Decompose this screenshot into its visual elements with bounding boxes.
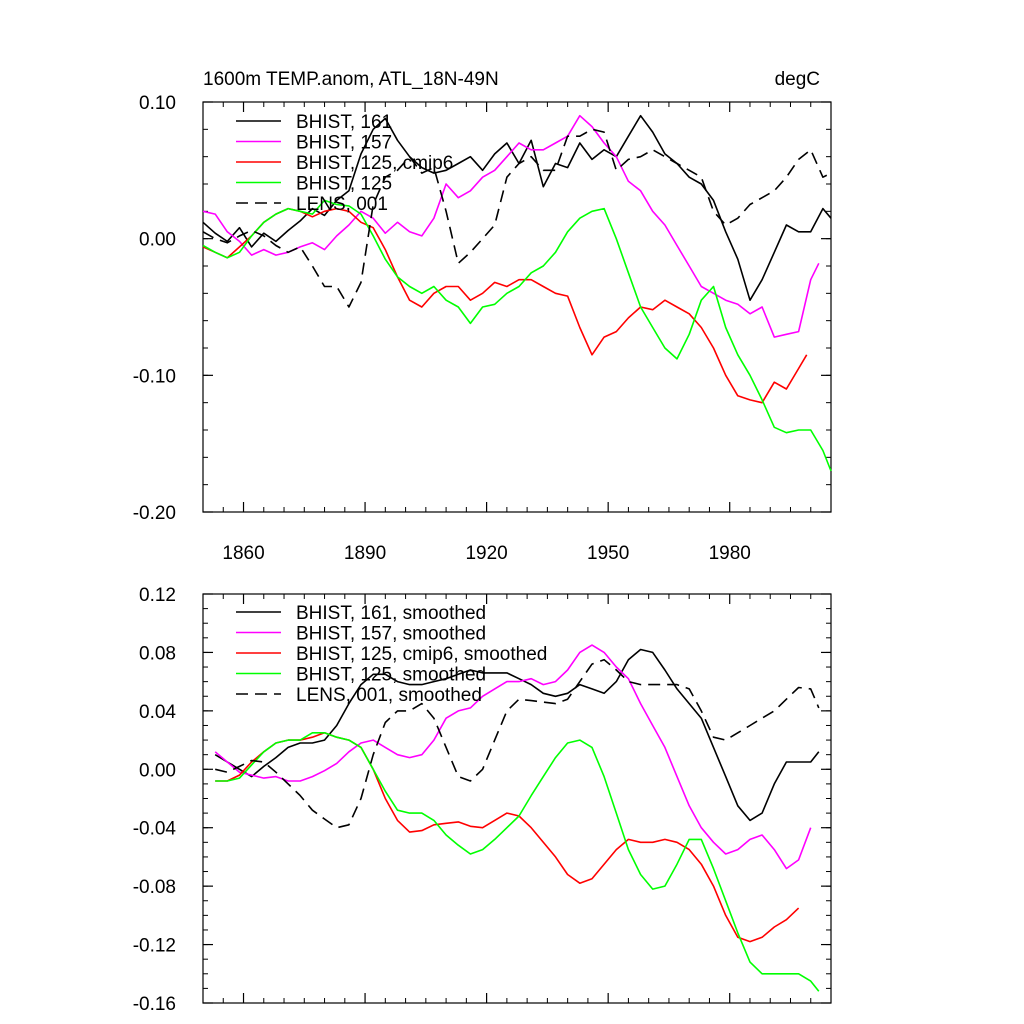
x-tick-label: 1860	[222, 543, 264, 564]
legend-label: LENS, 001	[296, 194, 388, 215]
y-tick-label: -0.08	[133, 877, 176, 898]
legend-label: BHIST, 125, smoothed	[296, 665, 486, 686]
x-tick-label: 1980	[709, 543, 751, 564]
series-line-bhist-157	[202, 114, 820, 338]
series-line-bhist-161-smoothed	[214, 648, 820, 822]
x-tick-label: 1890	[344, 543, 386, 564]
x-tick-label: 1920	[465, 543, 507, 564]
legend-label: BHIST, 157	[296, 133, 392, 154]
legend-label: BHIST, 125	[296, 174, 392, 195]
units-label: degC	[775, 69, 820, 90]
series-line-lens-001-smoothed	[215, 658, 820, 829]
y-tick-label: -0.04	[133, 819, 177, 840]
y-tick-label: 0.10	[139, 93, 176, 114]
y-tick-label: 0.04	[139, 702, 176, 723]
chart-title: 1600m TEMP.anom, ATL_18N-49N	[203, 69, 499, 90]
top-plot-panel: 0.10 0.00 -0.10 -0.20 1860 1890 1920 1950 1980 BH…	[133, 93, 832, 564]
y-tick-label: 0.00	[139, 760, 176, 781]
y-tick-label: 0.00	[139, 230, 176, 251]
bottom-plot-panel: 0.12 0.08 0.04 0.00 -0.04 -0.08 -0.12 -0.16 BHIS…	[133, 585, 832, 1015]
x-tick-label: 1950	[587, 543, 629, 564]
plot-frame	[202, 101, 832, 513]
y-tick-label: -0.20	[133, 503, 176, 524]
y-tick-label: 0.12	[139, 585, 176, 606]
legend-label: BHIST, 157, smoothed	[296, 624, 486, 645]
legend-label: BHIST, 125, cmip6	[296, 153, 453, 174]
y-tick-label: -0.10	[133, 366, 176, 387]
legend-label: BHIST, 161	[296, 112, 392, 133]
series-line-bhist-125-cmip6-smoothed	[215, 731, 800, 943]
legend-label: LENS, 001, smoothed	[296, 685, 482, 706]
series-line-bhist-125-smoothed	[215, 731, 820, 992]
series-line-lens-001	[202, 128, 832, 308]
series-line-bhist-125-cmip6	[202, 207, 808, 404]
legend-label: BHIST, 125, cmip6, smoothed	[296, 644, 547, 665]
legend-label: BHIST, 161, smoothed	[296, 603, 486, 624]
series-line-bhist-125	[202, 199, 832, 472]
y-tick-label: -0.12	[133, 936, 176, 957]
y-tick-label: -0.16	[133, 994, 176, 1015]
series-line-bhist-157-smoothed	[214, 644, 812, 870]
y-tick-label: 0.08	[139, 643, 176, 664]
